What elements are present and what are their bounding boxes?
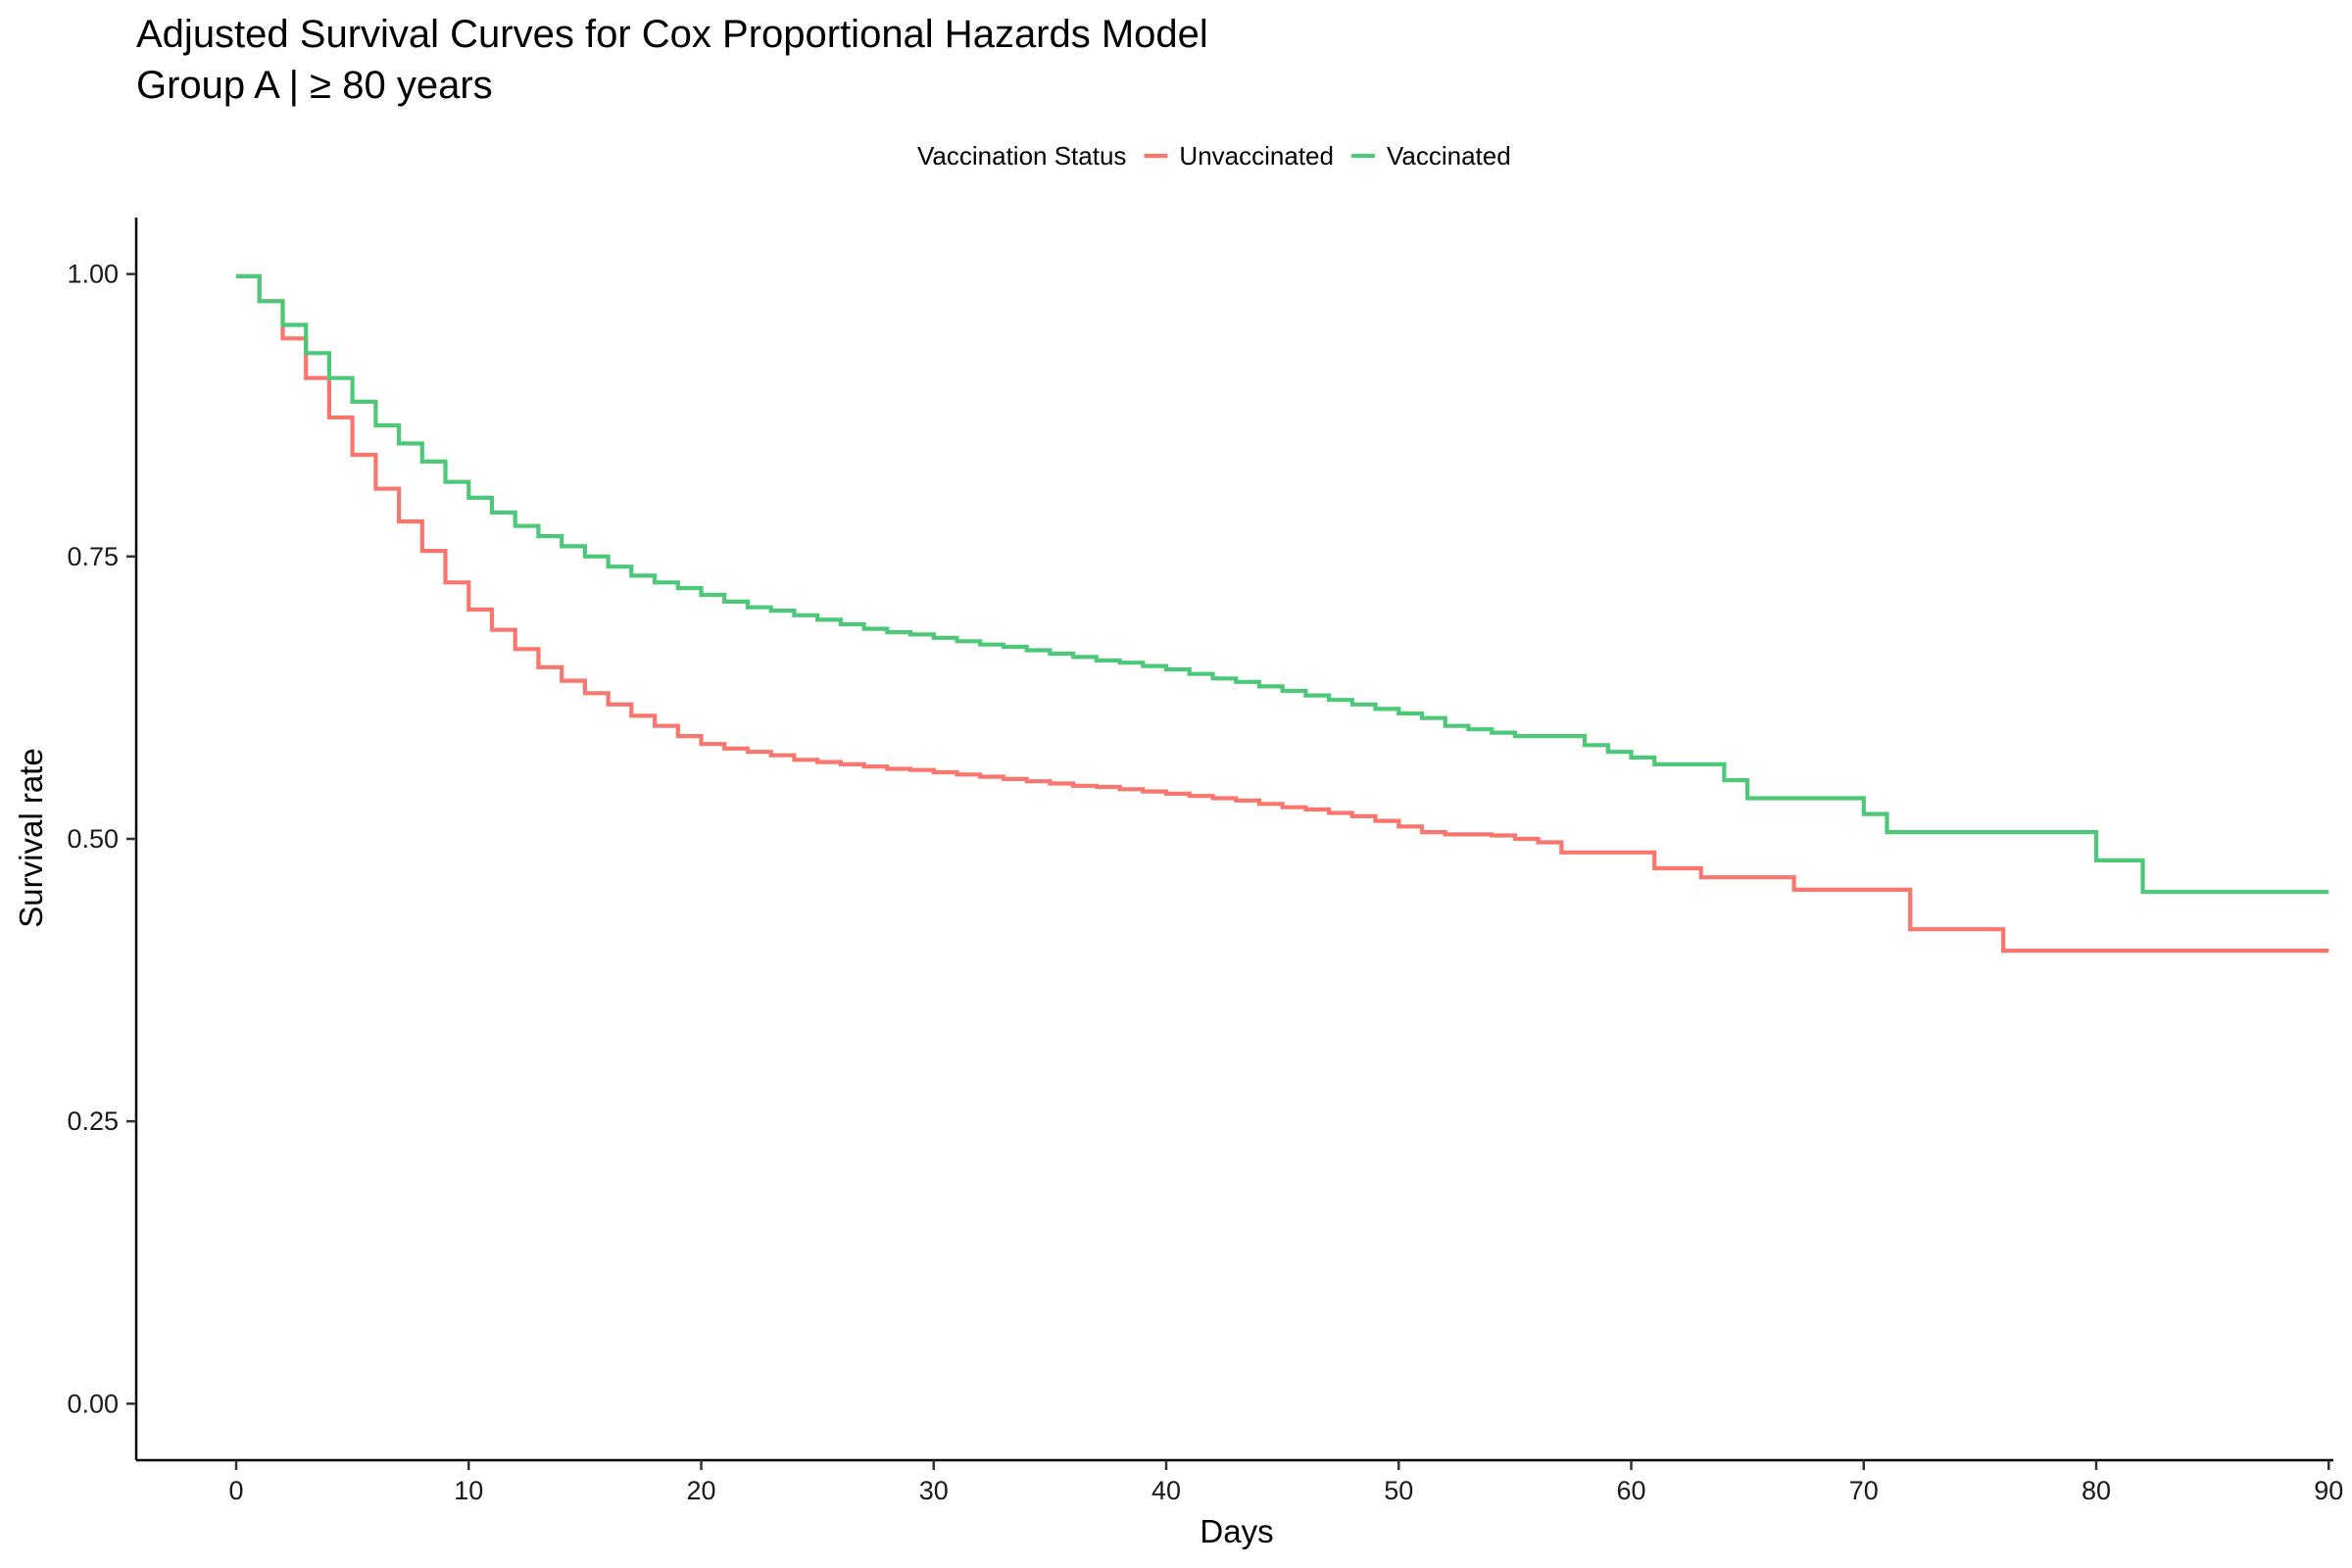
- y-axis-ticks: 0.00 0.25 0.50 0.75 1.00: [67, 260, 136, 1418]
- chart-title: Adjusted Survival Curves for Cox Proport…: [136, 13, 1208, 56]
- plot-area: 0.00 0.25 0.50 0.75 1.00 0 10 20 30 40 50 60 70 80 90: [67, 218, 2343, 1505]
- y-tick-label: 0.00: [67, 1389, 119, 1418]
- legend-title: Vaccination Status: [917, 141, 1126, 171]
- x-tick-label: 50: [1384, 1476, 1413, 1505]
- y-axis-title: Survival rate: [13, 748, 49, 927]
- survival-curves: [236, 273, 2329, 954]
- x-tick-label: 80: [2082, 1476, 2111, 1505]
- x-tick-label: 30: [919, 1476, 949, 1505]
- y-tick-label: 1.00: [67, 260, 119, 289]
- y-tick-label: 0.75: [67, 542, 119, 571]
- x-tick-label: 40: [1152, 1476, 1181, 1505]
- x-tick-label: 60: [1616, 1476, 1645, 1505]
- x-axis-ticks: 0 10 20 30 40 50 60 70 80 90: [229, 1460, 2343, 1505]
- legend-label-vaccinated: Vaccinated: [1387, 141, 1511, 171]
- x-axis-title: Days: [1200, 1513, 1273, 1549]
- y-tick-label: 0.50: [67, 824, 119, 854]
- x-tick-label: 0: [229, 1476, 244, 1505]
- x-tick-label: 90: [2314, 1476, 2343, 1505]
- x-tick-label: 70: [1849, 1476, 1879, 1505]
- chart-subtitle: Group A | ≥ 80 years: [136, 64, 493, 107]
- legend: Vaccination Status Unvaccinated Vaccinate…: [917, 141, 1511, 171]
- unvaccinated-survival-curve: [236, 273, 2329, 954]
- y-tick-label: 0.25: [67, 1106, 119, 1136]
- vaccinated-survival-curve: [236, 273, 2329, 895]
- x-tick-label: 10: [454, 1476, 483, 1505]
- x-tick-label: 20: [686, 1476, 715, 1505]
- legend-label-unvaccinated: Unvaccinated: [1179, 141, 1334, 171]
